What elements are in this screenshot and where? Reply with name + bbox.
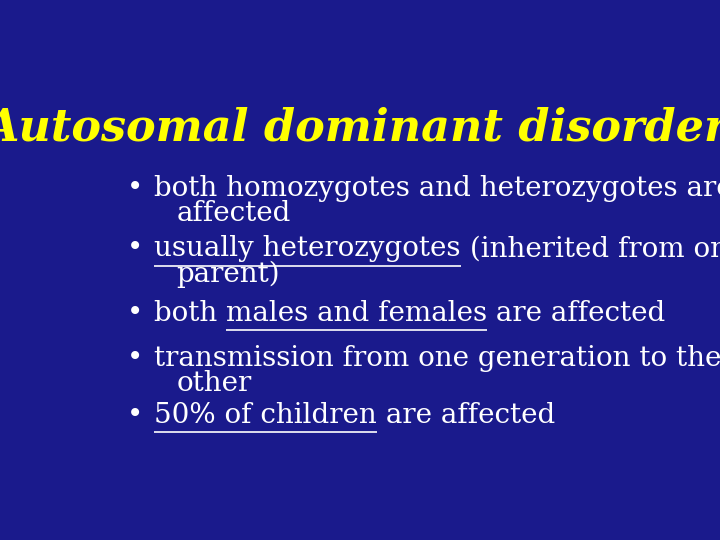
Text: both homozygotes and heterozygotes are: both homozygotes and heterozygotes are bbox=[154, 175, 720, 202]
Text: other: other bbox=[176, 370, 252, 397]
Text: parent): parent) bbox=[176, 260, 280, 288]
Text: •: • bbox=[127, 175, 143, 202]
Text: •: • bbox=[127, 346, 143, 373]
Text: males and females: males and females bbox=[226, 300, 487, 327]
Text: •: • bbox=[127, 235, 143, 262]
Text: usually heterozygotes: usually heterozygotes bbox=[154, 235, 461, 262]
Text: affected: affected bbox=[176, 200, 291, 227]
Text: •: • bbox=[127, 300, 143, 327]
Text: •: • bbox=[127, 402, 143, 429]
Text: Autosomal dominant disorders: Autosomal dominant disorders bbox=[0, 106, 720, 150]
Text: are affected: are affected bbox=[377, 402, 555, 429]
Text: both: both bbox=[154, 300, 226, 327]
Text: are affected: are affected bbox=[487, 300, 666, 327]
Text: transmission from one generation to the: transmission from one generation to the bbox=[154, 346, 720, 373]
Text: 50% of children: 50% of children bbox=[154, 402, 377, 429]
Text: (inherited from one: (inherited from one bbox=[461, 235, 720, 262]
